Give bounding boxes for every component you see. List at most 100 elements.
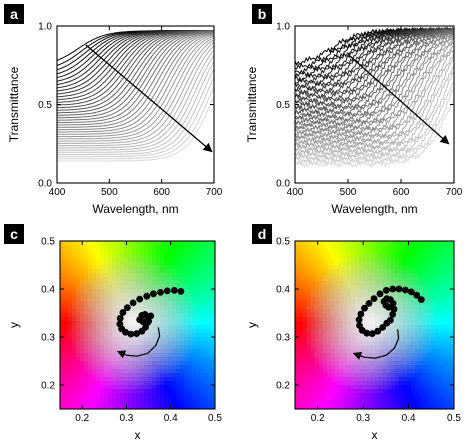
colour-cell — [184, 261, 189, 266]
colour-cell — [108, 313, 113, 318]
colour-cell — [200, 281, 205, 286]
colour-cell — [128, 397, 133, 402]
colour-cell — [343, 405, 348, 409]
colour-cell — [375, 277, 380, 282]
colour-cell — [212, 241, 215, 246]
colour-cell — [327, 333, 332, 338]
colour-cell — [204, 393, 209, 398]
colour-cell — [148, 341, 153, 346]
colour-cell — [136, 313, 141, 318]
colour-cell — [68, 265, 73, 270]
colour-cell — [447, 385, 452, 390]
colour-cell — [152, 361, 157, 366]
colour-cell — [108, 253, 113, 258]
colour-cell — [80, 365, 85, 370]
colour-cell — [156, 329, 161, 334]
colour-cell — [351, 245, 356, 250]
colour-cell — [315, 277, 320, 282]
colour-cell — [64, 389, 69, 394]
colour-cell — [367, 285, 372, 290]
colour-cell — [104, 265, 109, 270]
colour-cell — [327, 393, 332, 398]
colour-cell — [160, 249, 165, 254]
colour-cell — [363, 313, 368, 318]
colour-cell — [156, 301, 161, 306]
colour-cell — [180, 389, 185, 394]
colour-cell — [208, 317, 213, 322]
colour-cell — [299, 301, 304, 306]
colour-cell — [311, 405, 316, 409]
colour-cell — [104, 353, 109, 358]
colour-cell — [184, 325, 189, 330]
colour-cell — [407, 297, 412, 302]
colour-cell — [439, 277, 444, 282]
colour-cell — [156, 389, 161, 394]
colour-cell — [387, 377, 392, 382]
colour-cell — [112, 265, 117, 270]
colour-cell — [196, 385, 201, 390]
colour-cell — [315, 361, 320, 366]
colour-cell — [180, 349, 185, 354]
colour-cell — [112, 321, 117, 326]
colour-cell — [104, 405, 109, 409]
colour-cell — [172, 305, 177, 310]
colour-cell — [120, 361, 125, 366]
colour-cell — [164, 253, 169, 258]
colour-cell — [140, 261, 145, 266]
colour-cell — [156, 325, 161, 330]
colour-cell — [379, 349, 384, 354]
colour-cell — [339, 257, 344, 262]
colour-cell — [60, 393, 65, 398]
colour-cell — [439, 337, 444, 342]
colour-cell — [323, 401, 328, 406]
colour-cell — [419, 301, 424, 306]
colour-cell — [140, 369, 145, 374]
colour-cell — [371, 365, 376, 370]
colour-cell — [299, 285, 304, 290]
colour-cell — [168, 261, 173, 266]
colour-cell — [419, 309, 424, 314]
colour-cell — [315, 357, 320, 362]
colour-cell — [60, 329, 65, 334]
colour-cell — [176, 249, 181, 254]
colour-cell — [160, 269, 165, 274]
colour-cell — [200, 349, 205, 354]
colour-cell — [68, 289, 73, 294]
colour-cell — [439, 361, 444, 366]
colour-cell — [347, 401, 352, 406]
colour-cell — [323, 337, 328, 342]
colour-cell — [188, 349, 193, 354]
colour-cell — [204, 269, 209, 274]
colour-cell — [144, 353, 149, 358]
colour-cell — [383, 281, 388, 286]
colour-cell — [343, 337, 348, 342]
colour-cell — [136, 269, 141, 274]
colour-cell — [399, 373, 404, 378]
colour-cell — [351, 385, 356, 390]
colour-cell — [172, 333, 177, 338]
colour-cell — [120, 285, 125, 290]
colour-cell — [311, 361, 316, 366]
colour-cell — [355, 261, 360, 266]
colour-cell — [379, 245, 384, 250]
colour-cell — [315, 261, 320, 266]
colour-cell — [447, 273, 452, 278]
panel-label-badge — [4, 224, 24, 244]
colour-cell — [347, 353, 352, 358]
colour-cell — [108, 257, 113, 262]
colour-cell — [80, 337, 85, 342]
colour-cell — [415, 305, 420, 310]
colour-cell — [295, 249, 300, 254]
colour-cell — [371, 285, 376, 290]
colour-cell — [180, 401, 185, 406]
colour-cell — [116, 353, 121, 358]
colour-cell — [439, 281, 444, 286]
colour-cell — [68, 253, 73, 258]
colour-cell — [323, 381, 328, 386]
colour-cell — [327, 337, 332, 342]
colour-cell — [303, 249, 308, 254]
colour-cell — [180, 345, 185, 350]
colour-cell — [355, 349, 360, 354]
colour-cell — [208, 393, 213, 398]
colour-cell — [359, 357, 364, 362]
